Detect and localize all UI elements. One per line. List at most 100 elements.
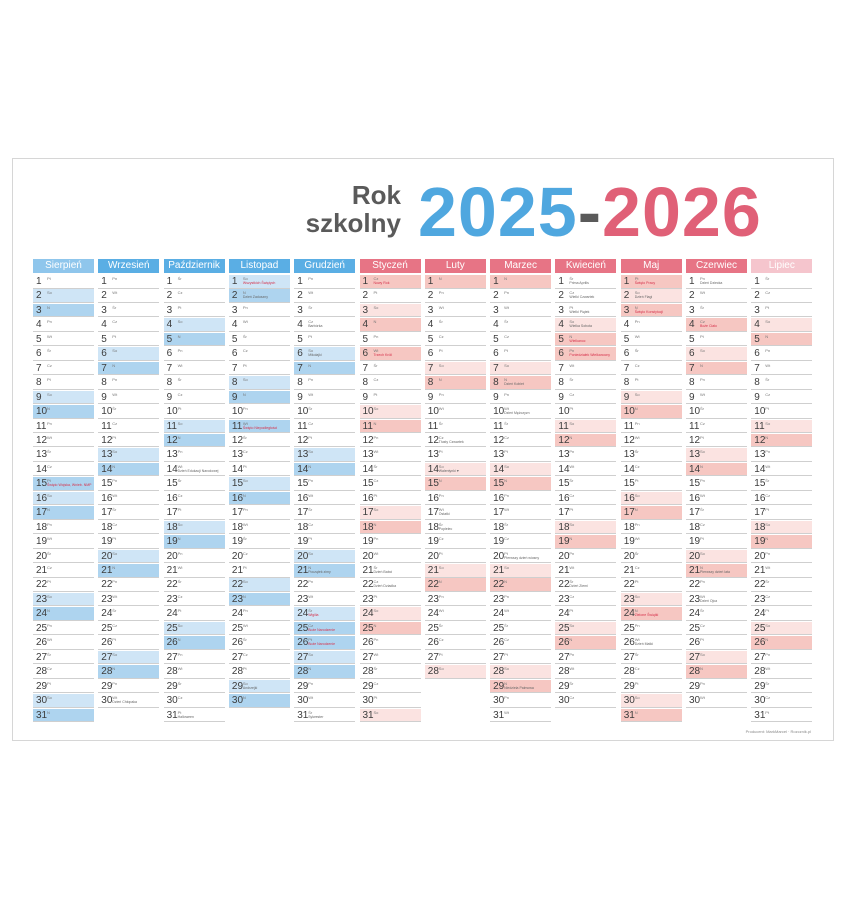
day-number: 28 (689, 666, 701, 678)
day-row: 13 Pn (751, 448, 813, 462)
weekday-abbr: Śr (634, 449, 639, 455)
day-row: 1 Pn (294, 275, 356, 289)
day-number: 26 (754, 637, 766, 649)
day-note: Dzień Mężczyzn (504, 411, 530, 416)
weekday-abbr: Pn (112, 680, 118, 686)
day-number: 3 (754, 304, 760, 316)
day-note: Ostatki (438, 512, 450, 517)
day-number: 23 (427, 593, 439, 605)
weekday-abbr: Cz (373, 478, 379, 484)
day-number: 30 (754, 695, 766, 707)
day-row: 18 So (751, 520, 813, 535)
day-row: 8 Śr (751, 376, 813, 390)
day-row: 23 Wt (98, 593, 160, 607)
day-number: 18 (493, 521, 505, 533)
day-number: 12 (754, 434, 766, 446)
day-number: 29 (754, 680, 766, 692)
day-note: Zielone Świątki (634, 613, 659, 618)
weekday-abbr: Pn (700, 680, 705, 686)
day-number: 30 (362, 695, 374, 707)
day-number: 14 (101, 463, 113, 475)
day-row: 28 N (98, 665, 160, 679)
weekday-abbr: Wt (634, 333, 640, 339)
day-number: 27 (689, 651, 701, 663)
month-header: Październik (163, 259, 225, 273)
day-row: 2 Wt (98, 289, 160, 303)
day-row: 27 Śr (620, 651, 682, 665)
weekday-abbr: Cz (504, 536, 509, 542)
day-row: 24 Pt (751, 607, 813, 621)
day-number: 22 (623, 579, 635, 591)
weekday-abbr: Pt (242, 565, 247, 570)
day-note: Trzech Króli (373, 353, 393, 358)
day-row: 4 Śr (424, 318, 486, 332)
day-number: 30 (101, 695, 113, 707)
day-row: 17 N (33, 506, 94, 520)
month-header: Luty (424, 259, 486, 273)
day-row: 2 Wt (294, 289, 356, 303)
day-row: 7 Wt (555, 362, 617, 376)
weekday-abbr: Pn (47, 319, 52, 325)
weekday-abbr: Pt (308, 637, 312, 643)
day-row: 11 Śr (424, 420, 486, 433)
weekday-abbr: Śr (569, 478, 574, 484)
weekday-abbr: Wt (47, 637, 52, 643)
day-row: 30 Wt Dzień Chłopaka (98, 694, 160, 708)
weekday-abbr: Pn (373, 536, 379, 542)
month-column-6: Luty 1 N 2 Pn 3 Wt 4 Śr 5 Cz 6 Pt 7 So 8 N 9 Pn 10 Wt 11 Śr 12 C… (424, 259, 486, 724)
weekday-abbr: Wt (242, 319, 248, 325)
day-number: 31 (297, 709, 309, 721)
day-number: 10 (754, 406, 766, 418)
day-number: 29 (101, 680, 113, 692)
day-note: Poniedziałek Wielkanocny (569, 353, 611, 358)
day-row: 16 Cz (163, 492, 225, 506)
weekday-abbr: N (438, 579, 442, 585)
weekday-abbr: Pt (177, 709, 182, 715)
day-number: 9 (166, 391, 173, 403)
weekday-abbr: Wt (177, 565, 183, 570)
day-number: 31 (362, 709, 374, 721)
day-number: 1 (362, 276, 369, 287)
day-row: 10 Pt (555, 405, 617, 419)
day-number: 21 (362, 565, 374, 576)
day-row: 26 N (555, 636, 617, 650)
weekday-abbr: N (504, 377, 507, 383)
day-number: 11 (231, 420, 243, 432)
day-row: 10 N (33, 405, 94, 419)
day-row: 29 Śr (751, 680, 813, 694)
day-number: 23 (558, 593, 570, 605)
day-number: 22 (297, 579, 309, 591)
weekday-abbr: N (177, 333, 181, 339)
day-row: 25 Cz (98, 622, 160, 636)
weekday-abbr: Śr (700, 406, 704, 412)
day-number: 19 (362, 536, 374, 548)
weekday-abbr: Cz (112, 420, 118, 426)
weekday-abbr: So (765, 521, 771, 527)
day-number: 7 (36, 362, 42, 374)
day-number: 23 (493, 593, 505, 605)
weekday-abbr: Śr (765, 377, 770, 383)
day-row: 13 So (294, 448, 356, 462)
weekday-abbr: N (569, 434, 573, 440)
day-row: 18 N (359, 520, 421, 535)
day-number: 30 (623, 695, 635, 707)
day-number: 4 (362, 319, 369, 331)
day-number: 10 (166, 406, 178, 418)
weekday-abbr: Pt (373, 695, 378, 701)
weekday-abbr: So (634, 695, 640, 701)
weekday-abbr: Wt (112, 593, 118, 599)
weekday-abbr: Cz (177, 695, 183, 701)
weekday-abbr: Pt (177, 507, 182, 513)
day-number: 15 (36, 478, 48, 490)
day-row: 7 Wt (163, 362, 225, 376)
day-row: 1 Cz Nowy Rok (359, 275, 421, 289)
weekday-abbr: So (112, 550, 118, 556)
day-note: Dzień Kobiet (504, 382, 524, 387)
day-number: 13 (427, 449, 439, 461)
day-number: 1 (754, 276, 760, 287)
day-note: Barbórka (308, 324, 323, 329)
day-row: 4 Wt (228, 318, 290, 332)
day-note: Pierwszy dzień lata (700, 570, 730, 574)
